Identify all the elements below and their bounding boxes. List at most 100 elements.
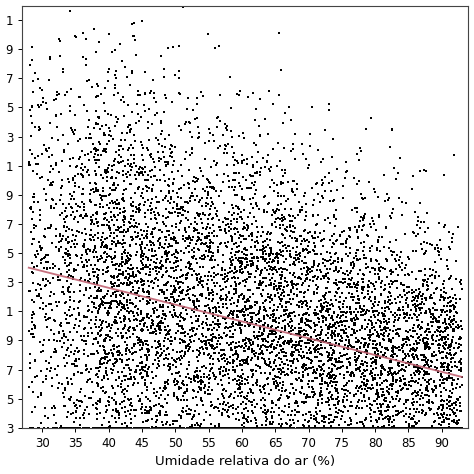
Point [165,351,173,358]
Point [151,424,158,432]
Point [437,335,445,343]
Point [392,258,400,265]
Point [214,312,221,319]
Point [388,385,395,393]
Point [277,424,285,432]
Point [371,348,379,356]
Point [174,370,182,377]
Point [188,326,196,333]
Point [437,341,444,349]
Point [445,361,453,369]
Point [252,424,260,432]
Point [95,339,102,347]
Point [225,393,233,401]
Point [94,401,101,408]
Point [322,331,329,338]
Point [67,375,74,383]
Point [54,277,61,284]
Point [424,335,432,342]
Point [180,304,187,312]
Point [121,376,129,384]
Point [447,274,454,282]
Point [133,273,140,280]
Point [235,409,242,417]
Point [191,301,198,309]
Point [346,355,354,362]
Point [293,243,301,251]
Point [65,238,73,246]
Point [169,301,177,309]
Point [305,418,312,425]
Point [143,188,151,195]
Point [98,360,106,368]
Point [383,424,391,432]
Point [381,323,389,331]
Point [81,351,88,358]
Point [69,208,77,215]
Point [177,90,184,98]
Point [271,218,279,225]
Point [268,274,275,282]
Point [287,289,294,296]
Point [178,325,185,332]
Point [432,269,439,276]
Point [244,161,251,168]
Point [371,424,378,432]
Point [179,424,187,432]
Point [213,123,221,131]
Point [421,368,429,375]
Point [150,279,158,287]
Point [333,414,340,421]
Point [208,199,216,206]
Point [161,424,169,432]
Point [114,239,121,246]
Point [196,422,204,430]
Point [355,365,362,373]
Point [79,242,86,250]
Point [232,254,239,262]
Point [70,360,78,367]
Point [366,293,374,301]
Point [375,393,383,401]
Point [297,297,305,305]
Point [158,142,165,150]
Point [143,183,151,191]
Point [133,205,140,212]
Point [352,281,360,289]
Point [316,364,324,371]
Point [98,376,105,383]
Point [219,303,227,310]
Point [275,91,283,99]
Point [407,327,414,334]
Point [203,374,210,381]
Point [120,213,128,221]
Point [340,227,348,235]
Point [97,424,105,432]
Point [289,212,297,220]
Point [444,364,451,371]
Point [95,266,103,273]
Point [272,333,280,340]
Point [177,296,185,303]
Point [278,424,286,432]
Point [56,321,64,329]
Point [92,248,100,256]
Point [99,424,106,432]
Point [111,254,119,261]
Point [101,353,109,361]
Point [262,307,269,315]
Point [226,424,234,432]
Point [433,424,440,432]
Point [412,408,420,416]
Point [118,329,125,337]
Point [232,405,239,412]
Point [88,309,96,316]
Point [128,223,136,230]
Point [328,424,335,432]
Point [261,335,268,343]
Point [374,331,382,338]
Point [233,225,240,232]
Point [288,281,295,289]
Point [214,208,221,215]
Point [111,155,118,163]
